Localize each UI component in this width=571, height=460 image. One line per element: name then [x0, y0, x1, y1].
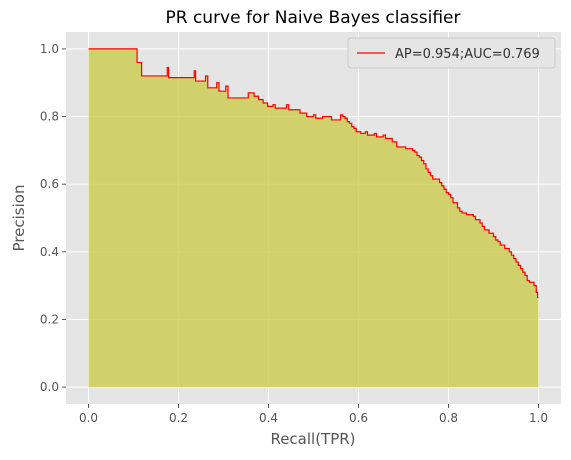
x-tick-label-1: 0.2 — [169, 411, 188, 425]
legend-box — [347, 37, 556, 69]
x-axis-ticks: 0.0 0.2 0.4 0.6 0.8 1.0 — [79, 404, 548, 425]
pr-curve-line — [88, 48, 539, 299]
x-axis-title: Recall(TPR) — [270, 430, 355, 448]
x-tick-label-5: 1.0 — [529, 411, 548, 425]
x-tick-label-3: 0.6 — [349, 411, 368, 425]
legend-label: AP=0.954;AUC=0.769 — [395, 47, 540, 62]
y-tick-label-4: 0.8 — [40, 110, 59, 124]
y-tick-label-5: 1.0 — [40, 42, 59, 56]
legend: AP=0.954;AUC=0.769 — [347, 37, 556, 69]
y-axis-title: Precision — [10, 185, 28, 252]
pr-area — [88, 48, 539, 388]
chart-title: PR curve for Naive Bayes classifier — [165, 8, 460, 28]
y-tick-label-0: 0.0 — [40, 380, 59, 394]
x-tick-label-2: 0.4 — [259, 411, 278, 425]
pr-curve — [88, 48, 539, 299]
x-tick-label-0: 0.0 — [79, 411, 98, 425]
y-tick-label-3: 0.6 — [40, 177, 59, 191]
y-axis-ticks: 0.0 0.2 0.4 0.6 0.8 1.0 — [40, 42, 66, 394]
y-tick-label-2: 0.4 — [40, 245, 59, 259]
y-tick-label-1: 0.2 — [40, 312, 59, 326]
pr-area-fill — [88, 48, 539, 388]
x-tick-label-4: 0.8 — [439, 411, 458, 425]
